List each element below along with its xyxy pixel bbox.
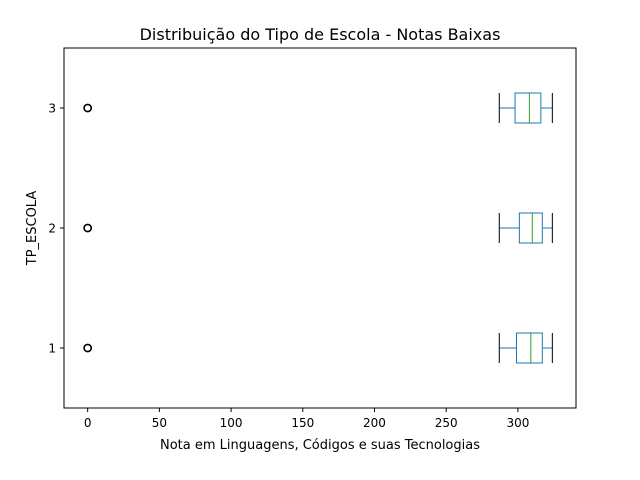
- iqr-box: [515, 332, 543, 364]
- chart-title: Distribuição do Tipo de Escola - Notas B…: [140, 25, 501, 44]
- y-tick-label: 2: [48, 222, 56, 236]
- x-tick-label: 200: [363, 416, 386, 430]
- x-axis-label: Nota em Linguagens, Códigos e suas Tecno…: [160, 438, 480, 453]
- x-tick-label: 300: [506, 416, 529, 430]
- y-axis-ticks: 1 2 3: [48, 102, 64, 356]
- y-tick-label: 3: [48, 102, 56, 116]
- box-group-2: [83, 212, 553, 244]
- x-tick-label: 100: [220, 416, 243, 430]
- iqr-box: [514, 92, 542, 124]
- outlier-point: [83, 103, 93, 113]
- y-axis-label: TP_ESCOLA: [25, 191, 40, 267]
- outlier-point: [83, 223, 93, 233]
- x-tick-label: 150: [291, 416, 314, 430]
- y-tick-label: 1: [48, 342, 56, 356]
- x-tick-label: 250: [435, 416, 458, 430]
- x-tick-label: 0: [84, 416, 92, 430]
- plot-area: [83, 92, 553, 364]
- box-group-3: [83, 92, 553, 124]
- iqr-box: [518, 212, 543, 244]
- x-axis-ticks: 0 50 100 150 200 250 300: [84, 408, 529, 430]
- x-tick-label: 50: [152, 416, 167, 430]
- box-group-1: [83, 332, 553, 364]
- outlier-point: [83, 343, 93, 353]
